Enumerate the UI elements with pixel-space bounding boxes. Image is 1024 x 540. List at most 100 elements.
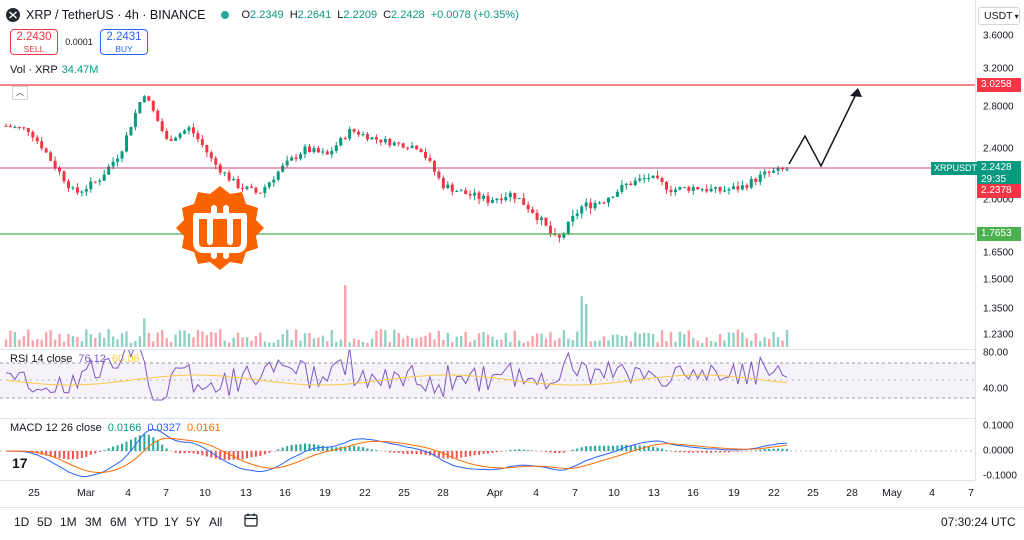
candle-body	[593, 202, 597, 209]
candle-body	[535, 212, 539, 221]
macd-hist-bar	[370, 449, 373, 451]
tradingview-logo[interactable]: 17	[12, 455, 28, 471]
sell-button[interactable]: 2.2430 SELL	[10, 29, 58, 55]
candle-body	[361, 134, 365, 136]
macd-hist-bar	[179, 451, 182, 454]
volume-bar	[428, 332, 432, 347]
candle-body	[263, 187, 267, 194]
range-button-1m[interactable]: 1M	[60, 515, 77, 529]
macd-hist-bar	[312, 444, 315, 451]
volume-bar	[58, 333, 61, 347]
volume-bar	[241, 337, 244, 347]
volume-bar	[544, 338, 548, 347]
candle-body	[633, 180, 637, 186]
clock-timezone[interactable]: 07:30:24 UTC	[941, 515, 1016, 529]
volume-bar	[714, 342, 717, 347]
candle-body	[352, 129, 356, 132]
currency-selector[interactable]: USDT ▾	[978, 7, 1020, 25]
volume-bar	[102, 337, 106, 347]
volume-bar	[178, 330, 182, 347]
range-button-5y[interactable]: 5Y	[186, 515, 201, 529]
volume-bar	[259, 332, 262, 347]
macd-hist-bar	[647, 446, 650, 451]
candle-body	[571, 215, 575, 222]
candle-body	[129, 126, 133, 136]
volume-bar	[361, 341, 365, 347]
macd-hist-bar	[205, 451, 208, 457]
macd-hist-bar	[143, 434, 146, 451]
volume-bar	[665, 341, 668, 347]
macd-hist-bar	[112, 446, 115, 451]
volume-bar	[415, 338, 418, 347]
macd-hist-bar	[161, 444, 164, 451]
range-button-ytd[interactable]: YTD	[134, 515, 158, 529]
volume-bar	[772, 332, 775, 347]
macd-hist-bar	[49, 451, 52, 457]
candle-body	[397, 142, 401, 144]
candle-body	[8, 125, 12, 128]
candle-body	[526, 204, 530, 210]
volume-bar	[491, 336, 494, 347]
candle-body	[187, 127, 191, 131]
candle-body	[205, 144, 209, 153]
rsi-chart[interactable]	[0, 350, 975, 418]
volume-bar	[701, 342, 704, 347]
range-button-6m[interactable]: 6M	[110, 515, 127, 529]
candle-body	[584, 202, 588, 207]
buy-button[interactable]: 2.2431 BUY	[100, 29, 148, 55]
macd-hist-bar	[777, 448, 780, 451]
volume-bar	[107, 329, 110, 347]
price-chart[interactable]	[0, 0, 975, 480]
volume-bar	[567, 338, 570, 347]
time-axis[interactable]	[0, 480, 975, 504]
range-button-all[interactable]: All	[209, 515, 223, 529]
volume-bar	[401, 338, 405, 347]
volume-bar	[642, 332, 646, 347]
candle-body	[62, 171, 66, 182]
volume-bar	[299, 340, 302, 347]
volume-bar	[410, 338, 414, 347]
candle-body	[754, 178, 758, 182]
range-button-1y[interactable]: 1Y	[164, 515, 179, 529]
macd-tick: 0.0000	[983, 445, 1014, 457]
candle-body	[660, 178, 664, 183]
macd-hist-bar	[308, 443, 311, 451]
range-button-3m[interactable]: 3M	[85, 515, 102, 529]
volume-bar	[535, 333, 539, 347]
time-axis-label: 22	[359, 487, 371, 499]
macd-hist-bar	[406, 451, 409, 455]
volume-bar	[22, 336, 26, 347]
volume-bar	[281, 334, 284, 347]
volume-bar	[147, 332, 151, 347]
rsi-pane-divider[interactable]	[0, 349, 975, 350]
candle-body	[486, 195, 490, 203]
volume-bar	[375, 330, 378, 347]
volume-bar	[36, 339, 39, 347]
macd-chart[interactable]	[0, 419, 975, 480]
candle-body	[174, 137, 178, 141]
volume-bar	[312, 338, 316, 347]
candle-body	[285, 160, 289, 166]
volume-bar	[460, 336, 463, 347]
collapse-legend-button[interactable]: ︿	[12, 86, 28, 100]
candle-body	[606, 197, 610, 203]
macd-hist-bar	[705, 451, 708, 453]
candle-body	[227, 172, 231, 181]
range-button-5d[interactable]: 5D	[37, 515, 53, 529]
candle-body	[209, 152, 213, 159]
macd-hist-bar	[772, 448, 775, 451]
date-range-icon[interactable]	[243, 512, 259, 528]
macd-hist-bar	[562, 451, 565, 453]
symbol-title[interactable]: XRP / TetherUS · 4h · BINANCE	[26, 8, 206, 22]
candle-body	[544, 217, 548, 226]
macd-pane-divider[interactable]	[0, 418, 975, 419]
candle-body	[482, 195, 486, 199]
volume-bar	[343, 285, 347, 347]
macd-hist-bar	[241, 451, 244, 460]
candle-body	[98, 180, 102, 182]
volume-bar	[31, 340, 34, 347]
price-scale[interactable]	[975, 0, 1024, 480]
time-axis-label: 4	[125, 487, 131, 499]
range-button-1d[interactable]: 1D	[14, 515, 30, 529]
macd-hist-bar	[714, 451, 717, 453]
